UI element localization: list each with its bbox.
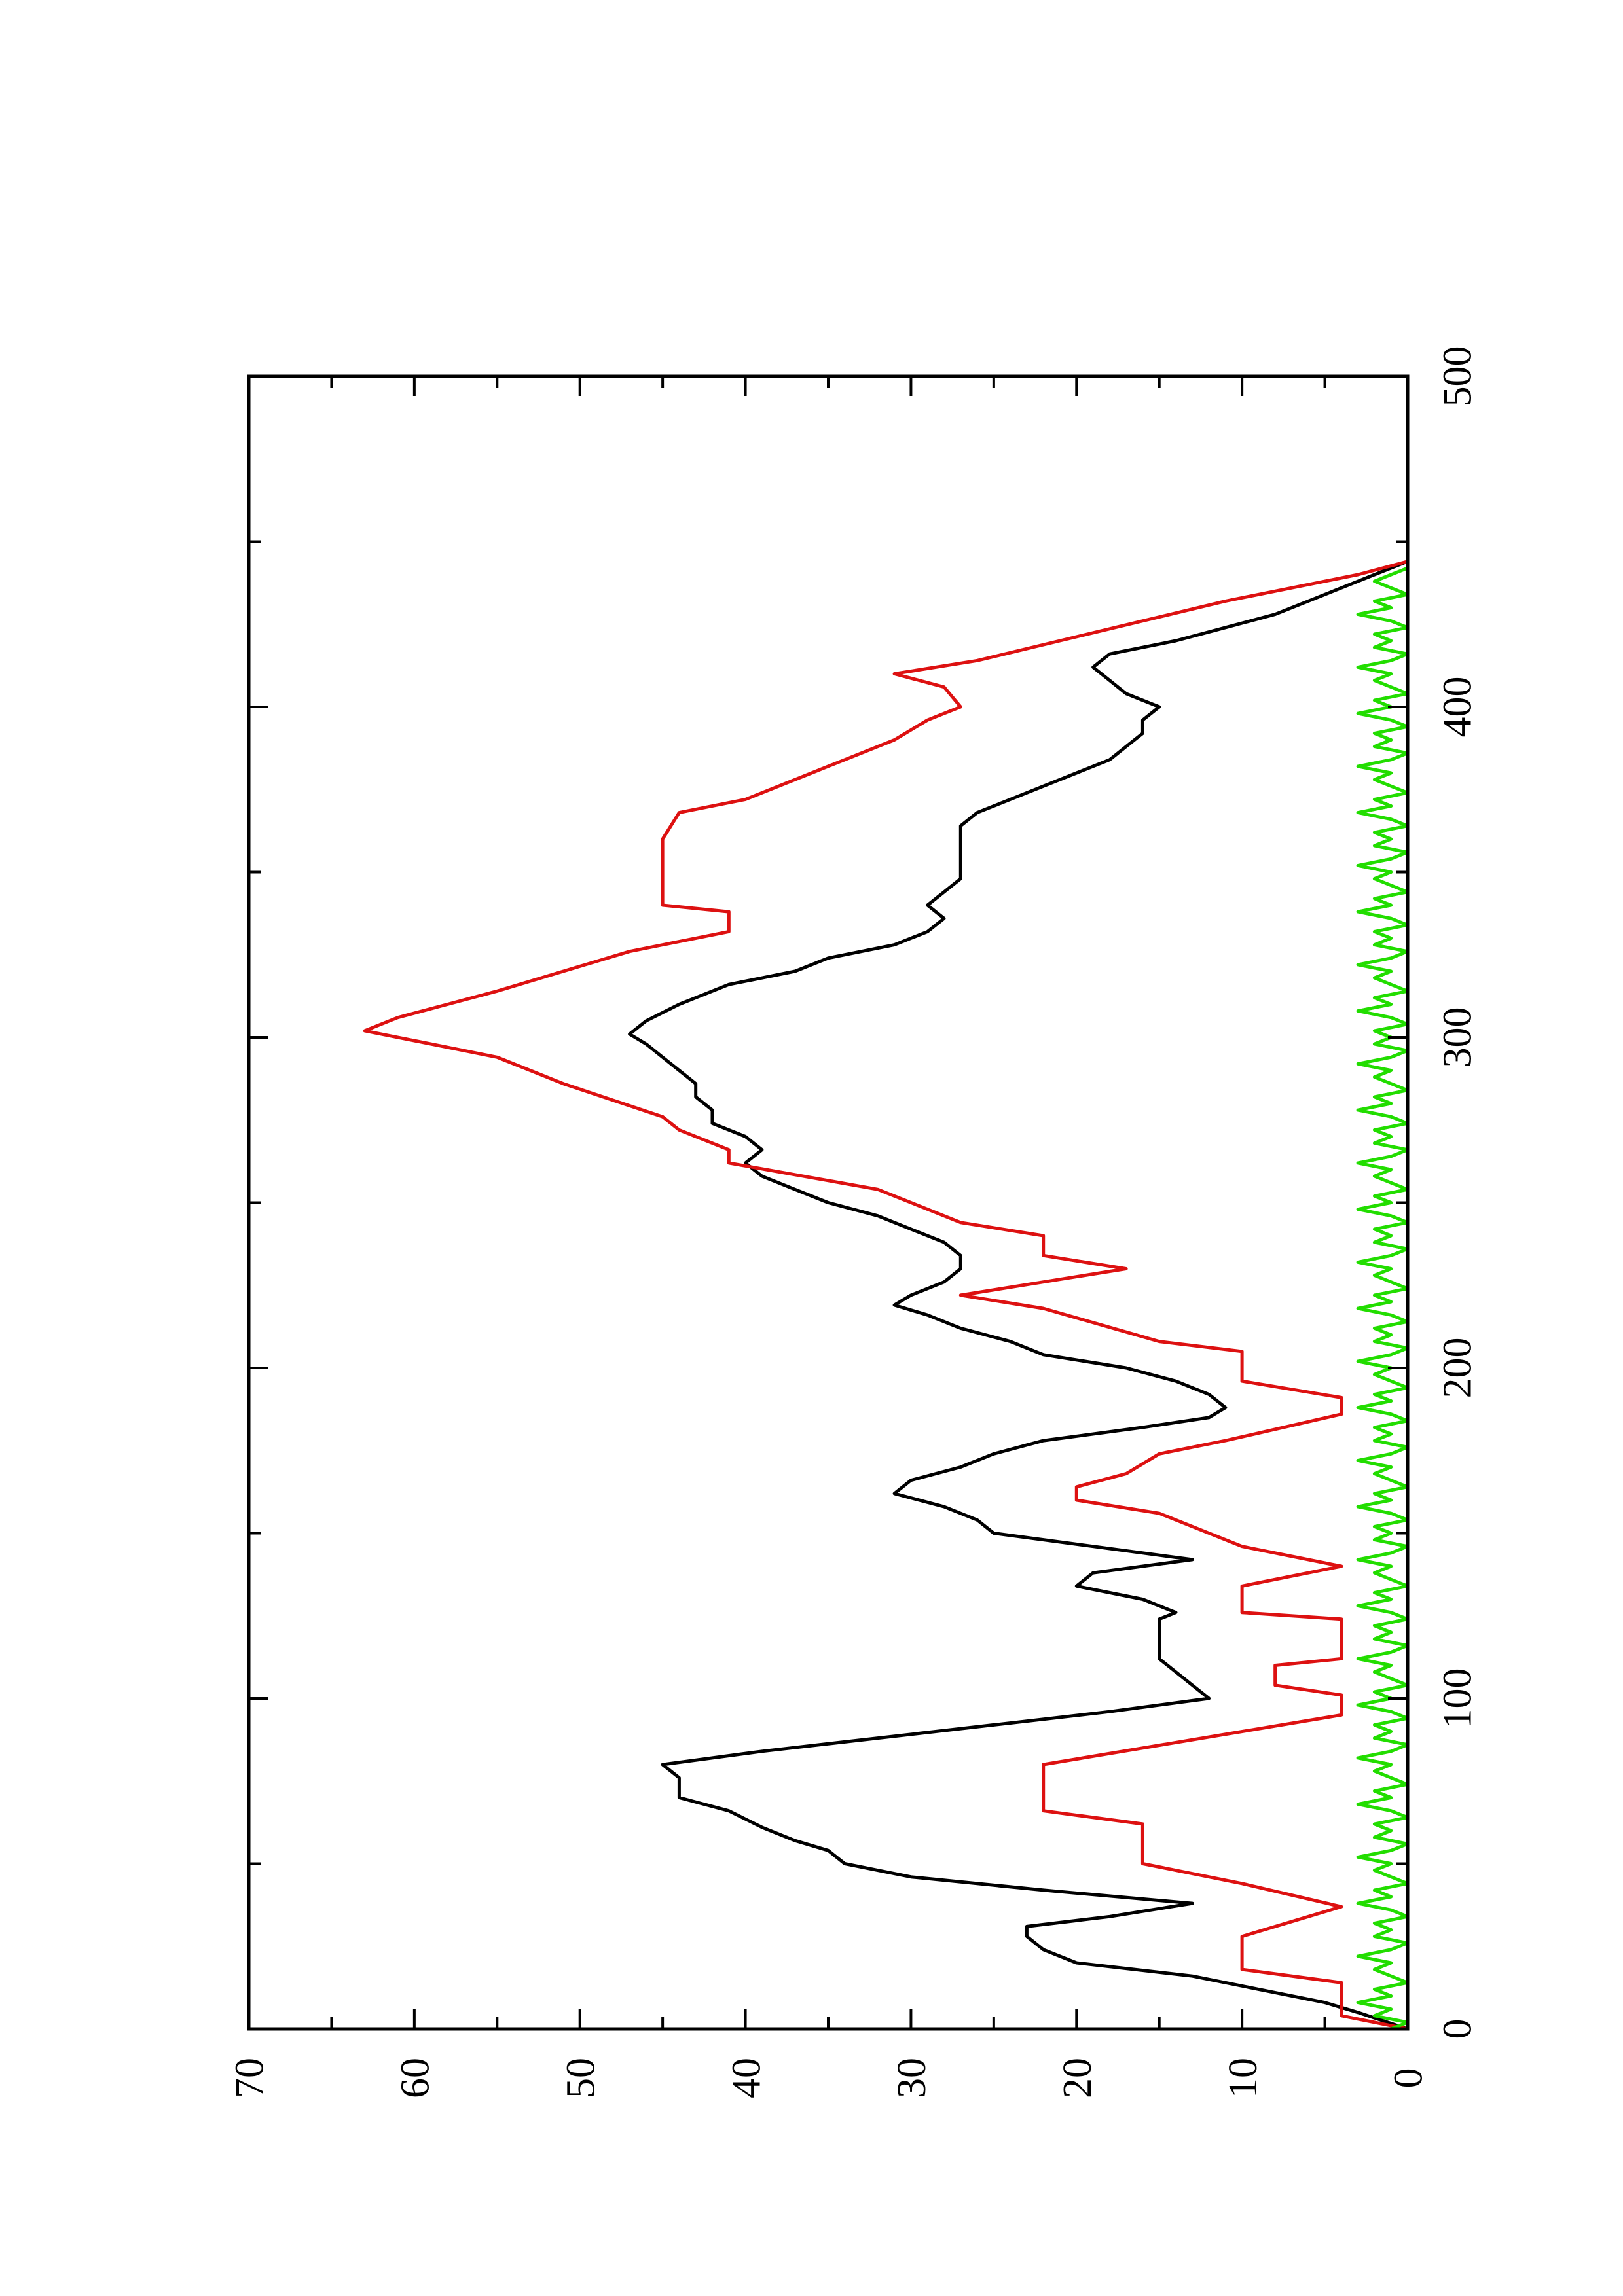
y-tick-label: 60	[393, 2058, 438, 2098]
x-tick-label: 300	[1436, 1007, 1480, 1068]
x-tick-label: 500	[1436, 346, 1480, 407]
y-tick-label: 30	[890, 2058, 934, 2098]
labels-layer: 0 100 200 300 400 500 0 10 20 30 40 50 60 70	[228, 346, 1480, 2099]
ticks-layer	[247, 375, 1409, 2030]
x-tick-label: 200	[1436, 1338, 1480, 1399]
y-tick-label: 0	[1387, 2068, 1431, 2089]
x-tick-label: 400	[1436, 677, 1480, 738]
x-tick-label: 100	[1436, 1668, 1480, 1729]
y-tick-label: 70	[228, 2058, 272, 2098]
x-tick-label: 0	[1436, 2019, 1480, 2039]
y-tick-label: 40	[724, 2058, 769, 2098]
y-tick-label: 10	[1221, 2058, 1266, 2098]
series-line-1	[628, 560, 1408, 2031]
y-tick-label: 20	[1055, 2058, 1100, 2098]
y-tick-label: 50	[558, 2058, 603, 2098]
series-line-2	[363, 560, 1408, 2031]
plot-frame	[247, 374, 1410, 2031]
